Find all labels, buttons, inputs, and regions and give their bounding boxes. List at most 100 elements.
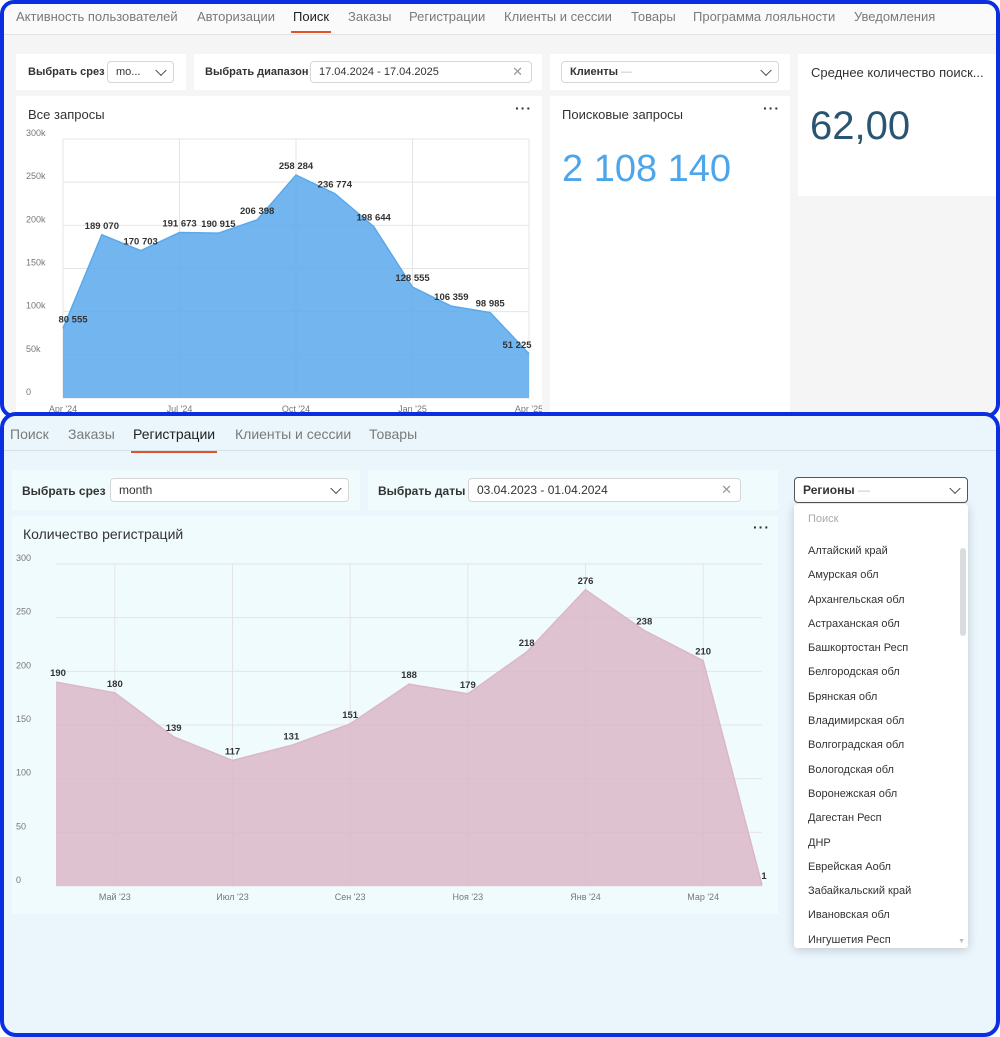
x-tick-label: Сен '23 bbox=[335, 892, 366, 902]
tab-notifications[interactable]: Уведомления bbox=[854, 9, 936, 24]
data-label: 117 bbox=[225, 746, 240, 757]
data-label: 190 bbox=[50, 668, 66, 679]
data-label: 276 bbox=[578, 576, 594, 587]
regions-dash: — bbox=[857, 483, 870, 497]
slice-select[interactable]: mo... bbox=[107, 61, 174, 83]
data-label: 189 070 bbox=[85, 221, 119, 232]
region-option[interactable]: Еврейская Аобл bbox=[808, 860, 891, 873]
tab-products[interactable]: Товары bbox=[369, 426, 418, 442]
avg-searches-kpi-card: Среднее количество поиск... 62,00 bbox=[798, 54, 996, 196]
more-menu-icon[interactable]: ··· bbox=[763, 100, 780, 116]
kpi-value: 62,00 bbox=[810, 104, 911, 148]
regions-placeholder: Регионы bbox=[803, 483, 855, 497]
region-option[interactable]: Амурская обл bbox=[808, 569, 879, 582]
y-tick-label: 0 bbox=[16, 875, 21, 885]
tab-search[interactable]: Поиск bbox=[290, 9, 332, 33]
clients-select[interactable]: Клиенты — bbox=[561, 61, 779, 83]
data-label: 236 774 bbox=[318, 180, 353, 191]
tab-clients-sessions[interactable]: Клиенты и сессии bbox=[504, 9, 612, 24]
range-filter-card: Выбрать диапазон 17.04.2024 - 17.04.2025… bbox=[194, 54, 542, 90]
region-option[interactable]: Волгоградская обл bbox=[808, 739, 905, 752]
series-line bbox=[55, 588, 763, 886]
region-option[interactable]: ДНР bbox=[808, 836, 831, 849]
y-tick-label: 50k bbox=[26, 344, 41, 354]
slice-select[interactable]: month bbox=[110, 478, 349, 502]
more-menu-icon[interactable]: ··· bbox=[753, 519, 770, 535]
clear-icon[interactable]: ✕ bbox=[512, 64, 523, 79]
tab-clients-sessions[interactable]: Клиенты и сессии bbox=[235, 426, 352, 442]
region-option[interactable]: Дагестан Респ bbox=[808, 812, 882, 825]
data-label: 170 703 bbox=[123, 237, 157, 248]
x-tick-label: Jul '24 bbox=[167, 404, 193, 414]
slice-filter-card: Выбрать срез month bbox=[12, 470, 360, 510]
region-option[interactable]: Алтайский край bbox=[808, 545, 888, 557]
more-menu-icon[interactable]: ··· bbox=[515, 100, 532, 116]
x-tick-label: Apr '24 bbox=[49, 404, 77, 414]
tab-registrations[interactable]: Регистрации bbox=[409, 9, 486, 24]
y-tick-label: 200k bbox=[26, 214, 46, 224]
region-option[interactable]: Ингушетия Респ bbox=[808, 933, 891, 946]
x-tick-label: Ноя '23 bbox=[453, 892, 484, 902]
slice-value: month bbox=[119, 483, 153, 497]
tab-registrations[interactable]: Регистрации bbox=[130, 426, 218, 453]
region-option[interactable]: Воронежская обл bbox=[808, 787, 898, 800]
x-tick-label: Мар '24 bbox=[687, 892, 719, 902]
date-range-value: 03.04.2023 - 01.04.2024 bbox=[477, 483, 608, 497]
all-queries-area-chart: 0 50k 100k 150k 200k 250k 300k Apr '24 Jul '24 Oc… bbox=[26, 128, 542, 414]
data-label: 206 398 bbox=[240, 206, 274, 217]
tab-user-activity[interactable]: Активность пользователей bbox=[16, 9, 178, 24]
tab-orders[interactable]: Заказы bbox=[348, 9, 392, 24]
data-label: 179 bbox=[460, 680, 476, 691]
tab-orders[interactable]: Заказы bbox=[68, 426, 115, 442]
x-tick-label: Oct '24 bbox=[282, 404, 310, 414]
region-option[interactable]: Брянская обл bbox=[808, 690, 878, 703]
area-fill bbox=[56, 589, 762, 886]
chevron-down-icon bbox=[760, 64, 772, 77]
clients-placeholder: Клиенты bbox=[570, 66, 619, 78]
tab-loyalty-program[interactable]: Программа лояльности bbox=[693, 9, 836, 24]
clients-filter-card: Клиенты — bbox=[550, 54, 790, 90]
date-range-value: 17.04.2024 - 17.04.2025 bbox=[319, 66, 439, 78]
dropdown-search-input[interactable]: Поиск bbox=[808, 513, 839, 525]
kpi-value: 2 108 140 bbox=[562, 148, 732, 190]
data-label: 80 555 bbox=[58, 314, 88, 325]
data-label: 218 bbox=[519, 638, 535, 649]
region-option[interactable]: Башкортостан Респ bbox=[808, 642, 909, 655]
chevron-down-icon bbox=[155, 64, 167, 77]
y-tick-label: 250 bbox=[16, 607, 31, 617]
tab-products[interactable]: Товары bbox=[631, 9, 676, 24]
y-tick-label: 300 bbox=[16, 553, 31, 563]
regions-select[interactable]: Регионы — bbox=[794, 477, 968, 503]
region-option[interactable]: Астраханская обл bbox=[808, 617, 900, 630]
data-label: 238 bbox=[636, 617, 652, 628]
data-label: 190 915 bbox=[201, 219, 236, 230]
y-tick-label: 200 bbox=[16, 660, 31, 670]
region-option[interactable]: Архангельская обл bbox=[808, 593, 905, 606]
clients-dash: — bbox=[621, 66, 633, 78]
clear-icon[interactable]: ✕ bbox=[721, 482, 732, 497]
dropdown-scrollbar[interactable] bbox=[960, 548, 966, 636]
data-label: 198 644 bbox=[356, 213, 391, 224]
x-tick-label: Июл '23 bbox=[216, 892, 249, 902]
date-range-input[interactable]: 17.04.2024 - 17.04.2025 ✕ bbox=[310, 61, 532, 83]
y-tick-label: 100 bbox=[16, 768, 31, 778]
tab-search[interactable]: Поиск bbox=[10, 426, 49, 442]
date-range-input[interactable]: 03.04.2023 - 01.04.2024 ✕ bbox=[468, 478, 741, 502]
slice-label: Выбрать срез bbox=[22, 484, 106, 498]
region-option[interactable]: Белгородская обл bbox=[808, 666, 900, 679]
top-tab-bar: Активность пользователей Авторизации Пои… bbox=[4, 4, 996, 35]
region-option[interactable]: Забайкальский край bbox=[808, 885, 912, 898]
series-line bbox=[62, 174, 530, 355]
region-option[interactable]: Вологодская обл bbox=[808, 763, 894, 776]
region-option[interactable]: Владимирская обл bbox=[808, 715, 905, 728]
chart-title: Количество регистраций bbox=[23, 526, 184, 542]
data-label: 210 bbox=[695, 647, 711, 658]
tab-authorizations[interactable]: Авторизации bbox=[197, 9, 275, 24]
scroll-down-icon[interactable]: ▼ bbox=[958, 938, 965, 945]
y-tick-label: 0 bbox=[26, 387, 31, 397]
chevron-down-icon bbox=[330, 482, 342, 495]
y-tick-label: 150 bbox=[16, 714, 31, 724]
x-tick-label: Jan '25 bbox=[398, 404, 427, 414]
region-option[interactable]: Ивановская обл bbox=[808, 909, 890, 922]
data-label: 188 bbox=[401, 670, 417, 681]
